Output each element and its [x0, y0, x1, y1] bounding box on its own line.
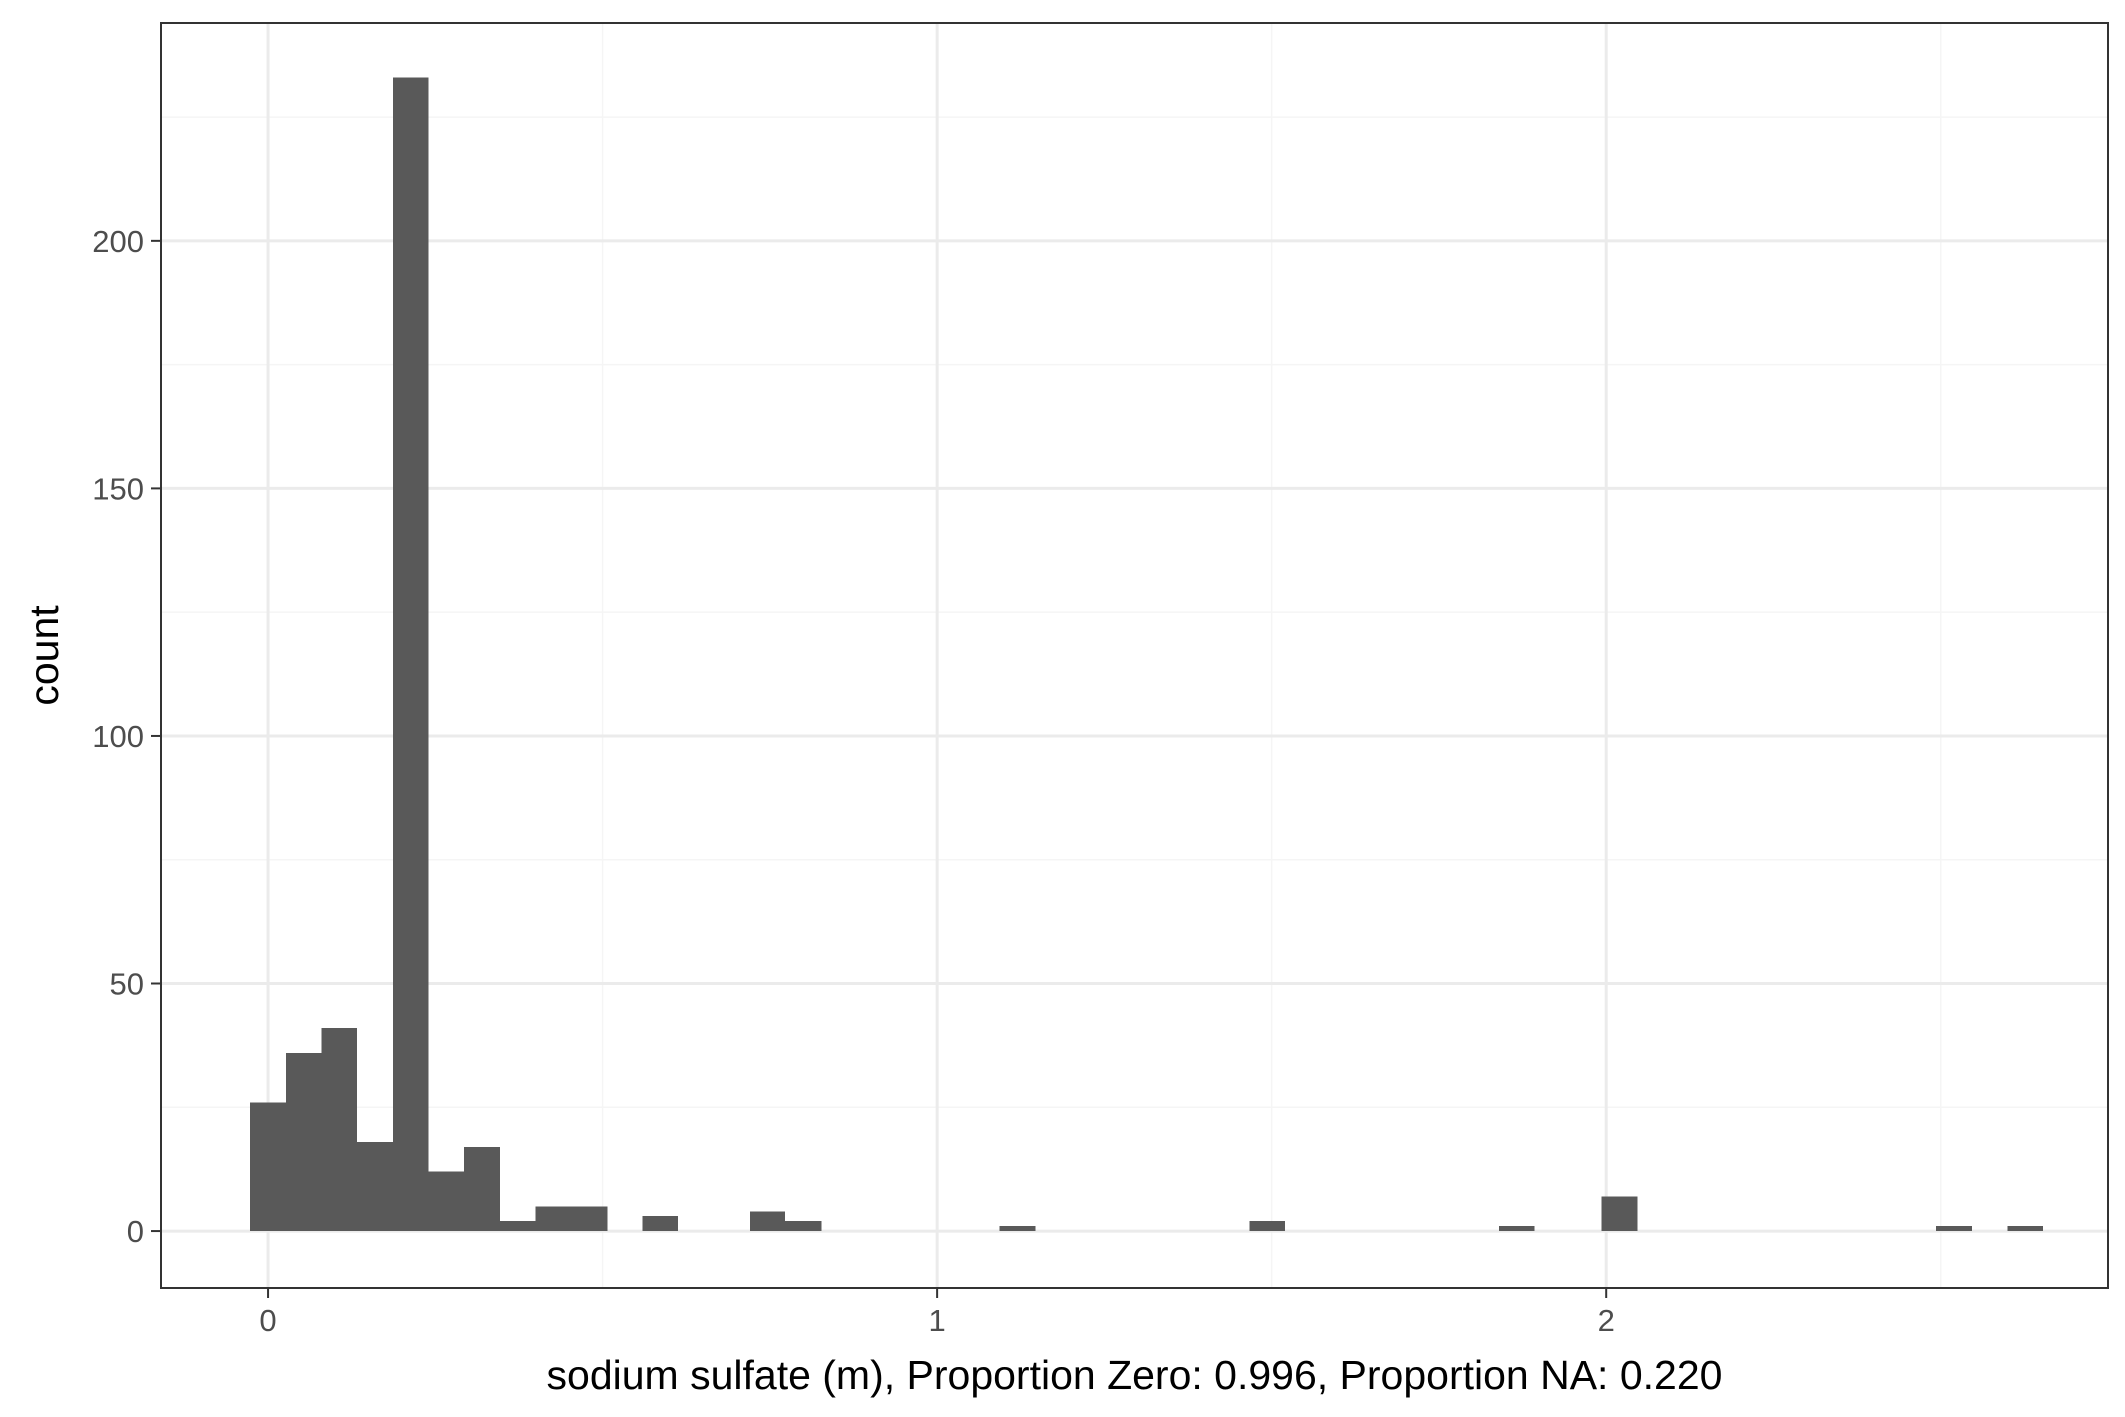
- panel-border: [160, 22, 2109, 1289]
- histogram-bars: [249, 77, 2044, 1232]
- x-axis-title: sodium sulfate (m), Proportion Zero: 0.9…: [547, 1352, 1723, 1398]
- y-tick-label: 100: [92, 719, 144, 754]
- histogram-bar: [393, 77, 429, 1232]
- histogram-bar: [1936, 1226, 1973, 1232]
- panel-background: [161, 23, 2108, 1288]
- histogram-bar: [1601, 1196, 1638, 1232]
- histogram-bar: [321, 1028, 358, 1232]
- histogram-bar: [286, 1052, 322, 1232]
- histogram-bar: [1249, 1221, 1286, 1232]
- y-tick-label: 150: [92, 471, 144, 506]
- histogram-bar: [571, 1206, 608, 1232]
- x-tick-label: 2: [1598, 1303, 1615, 1338]
- histogram-bar: [249, 1102, 287, 1232]
- x-tick-label: 0: [259, 1303, 276, 1338]
- y-axis-ticks: 0 50 100 150 200: [92, 224, 161, 1249]
- histogram-bar: [464, 1146, 501, 1232]
- x-axis-ticks: 0 1 2: [259, 1288, 1615, 1338]
- y-tick-label: 200: [92, 224, 144, 259]
- y-tick-label: 50: [110, 967, 144, 1002]
- y-axis-title: count: [21, 605, 67, 706]
- histogram-bar: [999, 1226, 1036, 1232]
- histogram-bar: [500, 1221, 536, 1232]
- histogram-bar: [749, 1211, 786, 1232]
- histogram-bar: [535, 1206, 572, 1232]
- histogram-bar: [785, 1221, 822, 1232]
- y-tick-label: 0: [127, 1214, 144, 1249]
- histogram-bar: [357, 1141, 394, 1232]
- histogram-bar: [428, 1171, 465, 1232]
- histogram-bar: [642, 1216, 679, 1232]
- minor-gridlines: [161, 23, 2108, 1288]
- histogram-bar: [1499, 1226, 1535, 1232]
- histogram-bar: [2007, 1226, 2044, 1232]
- x-tick-label: 1: [928, 1303, 945, 1338]
